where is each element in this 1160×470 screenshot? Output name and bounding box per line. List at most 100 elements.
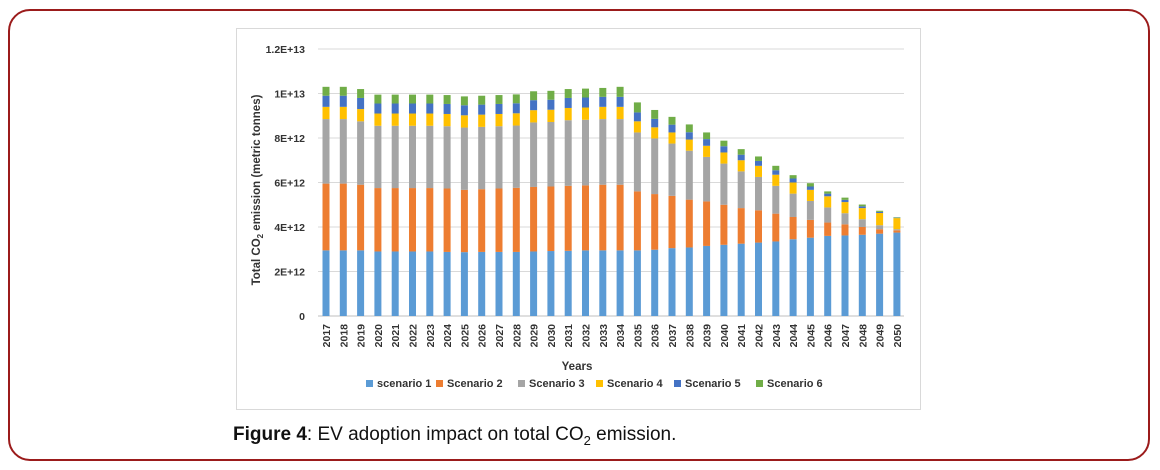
bar-segment-scenario-2-2019 <box>357 184 365 251</box>
bar-segment-scenario-6-2034 <box>616 86 624 97</box>
bar-segment-scenario-2-2022 <box>409 188 416 252</box>
bar-segment-scenario-5-2044 <box>789 178 797 183</box>
bar-segment-scenario-1-2036 <box>651 249 659 316</box>
x-tick-label: 2044 <box>788 324 800 348</box>
bar-segment-scenario-5-2020 <box>374 103 382 114</box>
bar-segment-scenario-6-2042 <box>755 156 762 161</box>
bar-segment-scenario-6-2048 <box>858 204 866 207</box>
figure-frame <box>8 9 1150 461</box>
bar-segment-scenario-1-2022 <box>409 251 416 316</box>
x-tick-label: 2021 <box>390 324 402 348</box>
x-axis-ticks: 2017 2018 2019 2020 2021 2022 2023 2024 2025 2026… <box>321 324 904 348</box>
x-tick-label: 2049 <box>875 324 887 348</box>
bar-segment-scenario-3-2039 <box>703 156 711 202</box>
x-tick-label: 2038 <box>684 324 696 348</box>
y-tick-label: 2E+12 <box>274 267 305 279</box>
bar-segment-scenario-6-2019 <box>357 89 365 98</box>
x-tick-label: 2045 <box>805 324 817 348</box>
x-tick-label: 2018 <box>338 324 350 348</box>
x-tick-label: 2030 <box>546 324 558 348</box>
y-tick-label: 6E+12 <box>274 178 305 190</box>
bar-segment-scenario-5-2032 <box>582 97 589 108</box>
bar-segment-scenario-2-2026 <box>478 189 486 252</box>
x-tick-label: 2020 <box>373 324 385 348</box>
bar-segment-scenario-1-2043 <box>772 241 780 316</box>
bar-segment-scenario-4-2035 <box>633 121 641 133</box>
bar-segment-scenario-4-2029 <box>530 110 538 123</box>
bar-segment-scenario-4-2019 <box>357 109 365 122</box>
bar-segment-scenario-4-2031 <box>564 107 572 121</box>
bar-segment-scenario-3-2020 <box>374 125 382 189</box>
bar-segment-scenario-4-2028 <box>512 113 520 126</box>
bar-segment-scenario-4-2048 <box>858 208 866 220</box>
x-tick-label: 2041 <box>736 324 748 348</box>
x-tick-label: 2026 <box>477 324 489 348</box>
bar-segment-scenario-2-2037 <box>668 195 676 249</box>
bar-segment-scenario-6-2038 <box>685 124 693 133</box>
bar-segment-scenario-5-2035 <box>633 112 641 122</box>
bar-segment-scenario-6-2036 <box>651 109 659 119</box>
bar-segment-scenario-4-2030 <box>547 109 555 122</box>
bar-segment-scenario-5-2041 <box>737 154 745 161</box>
caption-text: : EV adoption impact on total CO <box>306 424 584 445</box>
bar-segment-scenario-1-2038 <box>685 247 693 316</box>
bar-segment-scenario-1-2048 <box>858 234 866 316</box>
bar-segment-scenario-4-2017 <box>322 106 330 120</box>
bar-segment-scenario-4-2024 <box>443 113 451 127</box>
bar-segment-scenario-5-2043 <box>772 170 780 175</box>
bar-segment-scenario-2-2038 <box>685 199 693 248</box>
bar-segment-scenario-1-2049 <box>876 233 884 316</box>
bar-segment-scenario-6-2041 <box>737 149 745 155</box>
bar-segment-scenario-5-2018 <box>339 95 347 107</box>
bar-segment-scenario-5-2025 <box>460 105 468 116</box>
bar-segment-scenario-2-2028 <box>512 187 520 252</box>
bar-segment-scenario-2-2024 <box>443 188 451 252</box>
x-tick-label: 2039 <box>702 324 714 348</box>
bar-segment-scenario-5-2049 <box>876 211 884 213</box>
bar-segment-scenario-4-2038 <box>685 139 693 151</box>
bar-segment-scenario-6-2017 <box>322 86 330 96</box>
bar-segment-scenario-4-2043 <box>772 174 780 186</box>
figure-label: Figure 4 <box>233 424 307 445</box>
bar-segment-scenario-3-2049 <box>876 225 884 230</box>
x-tick-label: 2037 <box>667 324 679 348</box>
bar-segment-scenario-1-2041 <box>737 243 745 316</box>
bar-segment-scenario-2-2044 <box>789 216 797 240</box>
bar-segment-scenario-2-2033 <box>599 184 607 251</box>
bar-segment-scenario-6-2021 <box>391 94 399 104</box>
x-axis-label: Years <box>562 361 593 373</box>
bar-segment-scenario-3-2027 <box>495 126 503 189</box>
legend-label: Scenario 3 <box>529 378 585 390</box>
bar-segment-scenario-2-2039 <box>703 201 711 246</box>
bar-segment-scenario-1-2034 <box>616 250 624 316</box>
bar-segment-scenario-5-2030 <box>547 99 555 110</box>
bar-segment-scenario-6-2029 <box>530 91 538 101</box>
bar-segment-scenario-5-2039 <box>703 139 711 146</box>
bar-segment-scenario-3-2042 <box>755 176 762 211</box>
bar-segment-scenario-2-2032 <box>582 185 589 251</box>
bar-segment-scenario-1-2018 <box>339 250 347 316</box>
chart-area <box>236 28 921 410</box>
bar-segment-scenario-3-2031 <box>564 120 572 186</box>
bar-segment-scenario-3-2021 <box>391 125 399 189</box>
bar-segment-scenario-5-2040 <box>720 146 728 153</box>
bar-segment-scenario-4-2036 <box>651 127 659 139</box>
bar-segment-scenario-3-2028 <box>512 125 520 188</box>
legend-swatch <box>596 380 603 387</box>
bar-segment-scenario-1-2027 <box>495 251 503 316</box>
bar-segment-scenario-4-2040 <box>720 152 728 164</box>
legend-label: Scenario 5 <box>685 378 741 390</box>
x-tick-label: 2023 <box>425 324 437 348</box>
x-tick-label: 2040 <box>719 324 731 348</box>
bar-segment-scenario-5-2021 <box>391 103 399 114</box>
bar-segment-scenario-1-2019 <box>357 250 365 316</box>
bar-segment-scenario-2-2036 <box>651 194 659 250</box>
bar-segment-scenario-3-2017 <box>322 119 330 184</box>
x-tick-label: 2031 <box>563 324 575 348</box>
bar-segment-scenario-5-2038 <box>685 132 693 140</box>
legend-label: Scenario 4 <box>607 378 664 390</box>
x-tick-label: 2036 <box>650 324 662 348</box>
bar-segment-scenario-1-2040 <box>720 244 728 316</box>
y-tick-label: 1.2E+13 <box>266 44 306 56</box>
